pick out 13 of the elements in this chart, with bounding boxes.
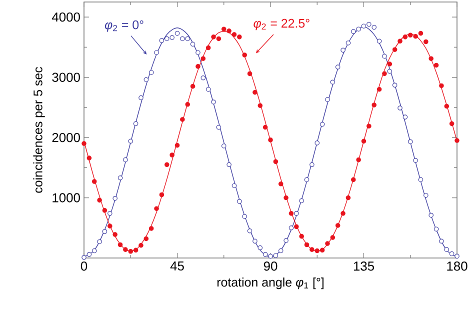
annotation: φ$_{2}$ = 22.5° — [254, 18, 310, 30]
x-tick-label: 90 — [264, 262, 278, 271]
y-tick-label: 2000 — [52, 132, 80, 142]
x-axis-title: rotation angle φ$_{1}$ [°] — [217, 278, 324, 290]
x-tick-label: 180 — [447, 262, 468, 271]
y-axis-title: coincidences per 5 sec — [33, 67, 45, 193]
y-tick-label: 4000 — [52, 12, 80, 22]
annotation: φ$_{2}$ = 0° — [104, 20, 144, 32]
x-tick-label: 135 — [354, 262, 374, 271]
y-tick-label: 1000 — [52, 193, 80, 202]
x-tick-label: 45 — [170, 262, 184, 271]
y-tick-label: 3000 — [52, 72, 80, 82]
x-tick-label: 0 — [80, 262, 88, 271]
